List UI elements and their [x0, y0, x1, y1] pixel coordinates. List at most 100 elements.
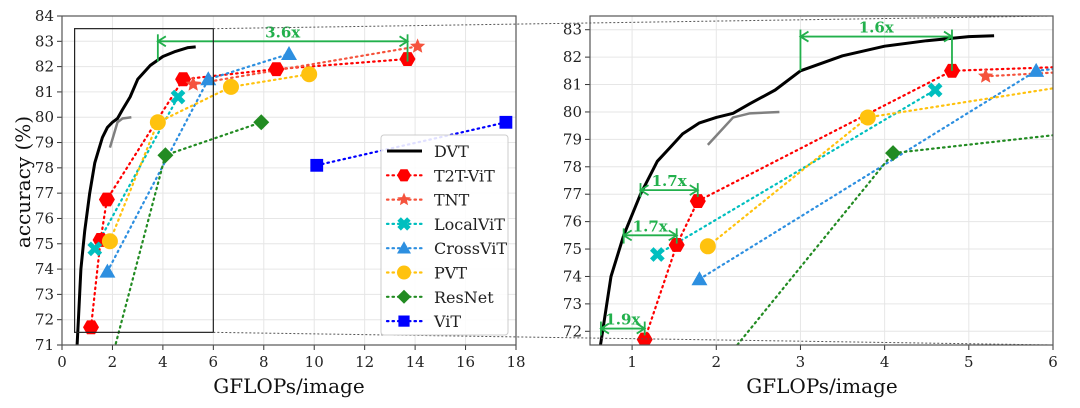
x-stroke	[397, 217, 411, 231]
data-point-localvit	[87, 241, 103, 257]
data-point-tnt	[410, 38, 426, 53]
x-tick-label: 8	[259, 353, 269, 371]
data-point-crossvit	[691, 271, 708, 286]
x-stroke	[87, 241, 103, 257]
series-line-resnet	[114, 121, 263, 345]
series-line-resnet	[735, 134, 1053, 345]
legend: DVT T2T-ViT TNT LocalViT CrossViT PVT ResNet Vi…	[380, 134, 509, 336]
data-point-localvit	[649, 247, 665, 262]
secondary-curve	[108, 115, 132, 148]
x-tick-label: 6	[209, 353, 219, 371]
data-point-t2t-vit	[944, 63, 960, 78]
data-point-crossvit	[281, 45, 297, 60]
series-line-t2t-vit	[643, 66, 1053, 341]
data-point-resnet	[157, 147, 174, 164]
speedup-annotation: 1.7x	[638, 172, 700, 197]
y-tick-label: 78	[35, 159, 54, 177]
x-tick-label: 10	[305, 353, 324, 371]
data-point-crossvit	[99, 263, 116, 278]
y-tick-label: 73	[35, 285, 54, 303]
legend-item-tnt: TNT	[385, 191, 470, 210]
data-point-t2t-vit	[636, 332, 653, 345]
series-line-vit	[315, 121, 507, 167]
y-tick-label: 79	[563, 130, 582, 148]
x-tick-label: 16	[456, 353, 475, 371]
legend-label: DVT	[434, 142, 469, 161]
y-tick-label: 82	[563, 48, 582, 66]
y-tick-label: 72	[35, 311, 54, 329]
legend-frame	[380, 134, 509, 336]
data-point-localvit	[170, 89, 186, 105]
data-point-t2t-vit	[689, 194, 706, 208]
y-tick-label: 80	[35, 108, 54, 126]
zoom-connector-bottom	[213, 331, 1054, 346]
x-tick-label: 2	[108, 353, 118, 371]
secondary-curve	[706, 110, 780, 146]
speedup-annotation: 1.6x	[798, 19, 954, 71]
legend-label: CrossViT	[434, 239, 507, 258]
y-tick-label: 83	[563, 21, 582, 39]
plot-area	[75, 38, 513, 345]
x-tick-label: 12	[355, 353, 374, 371]
y-tick-label: 74	[563, 267, 582, 285]
legend-marker-triangle-icon	[397, 241, 411, 254]
x-tick-label: 6	[1048, 353, 1058, 371]
y-tick-label: 79	[35, 134, 54, 152]
speedup-annotation: 1.9x	[599, 311, 647, 336]
series-line-localvit	[656, 88, 937, 256]
speedup-label: 1.6x	[859, 19, 895, 37]
x-tick-label: 5	[964, 353, 974, 371]
legend-item-t2t-vit: T2T-ViT	[385, 166, 495, 185]
x-tick-label: 4	[158, 353, 168, 371]
y-tick-label: 84	[35, 7, 54, 25]
series-line-crossvit	[106, 52, 291, 273]
legend-item-resnet: ResNet	[385, 288, 494, 307]
legend-item-crossvit: CrossViT	[385, 239, 507, 258]
data-point-t2t-vit	[98, 192, 115, 207]
y-tick-label: 80	[563, 103, 582, 121]
y-tick-label: 77	[35, 184, 54, 202]
axes-frame	[589, 15, 1054, 346]
legend-marker-diamond-icon	[397, 289, 411, 304]
x-tick-label: 3	[796, 353, 806, 371]
zoom-box	[74, 28, 214, 333]
x-stroke	[170, 89, 186, 105]
data-point-t2t-vit	[83, 320, 99, 335]
y-tick-label: 82	[35, 58, 54, 76]
legend-label: T2T-ViT	[434, 166, 495, 185]
legend-marker-hexagon-icon	[397, 169, 411, 182]
legend-label: ViT	[433, 312, 461, 331]
x-tick-label: 0	[57, 353, 67, 371]
x-axis-label-overview: GFLOPs/image	[213, 374, 364, 398]
data-point-pvt	[301, 66, 318, 83]
legend-label: LocalViT	[434, 215, 505, 234]
series-line-crossvit	[698, 67, 1053, 281]
y-tick-label: 71	[35, 336, 54, 354]
zoom-connectors	[213, 15, 1054, 346]
speedup-label: 1.7x	[633, 217, 669, 235]
y-tick-label: 83	[35, 32, 54, 50]
speedup-label: 1.9x	[605, 311, 641, 329]
data-point-vit	[499, 115, 513, 129]
data-point-pvt	[101, 233, 118, 250]
data-point-resnet	[253, 114, 270, 131]
data-point-resnet	[691, 384, 707, 400]
y-tick-label: 77	[563, 185, 582, 203]
axes-frame	[61, 15, 517, 346]
x-tick-label: 14	[406, 353, 425, 371]
speedup-label: 1.7x	[652, 172, 688, 190]
y-tick-label: 81	[35, 83, 54, 101]
data-point-pvt	[859, 109, 876, 126]
y-tick-label: 78	[563, 158, 582, 176]
legend-marker-circle-icon	[397, 265, 411, 280]
series-line-tnt	[192, 45, 419, 86]
legend-label: PVT	[434, 264, 467, 283]
x-stroke	[649, 247, 665, 262]
legend-label: TNT	[434, 191, 470, 210]
speedup-annotation: 1.7x	[621, 217, 679, 244]
x-tick-label: 1	[627, 353, 637, 371]
legend-label: ResNet	[434, 288, 494, 307]
data-point-crossvit	[200, 71, 217, 86]
y-tick-label: 72	[563, 322, 582, 340]
